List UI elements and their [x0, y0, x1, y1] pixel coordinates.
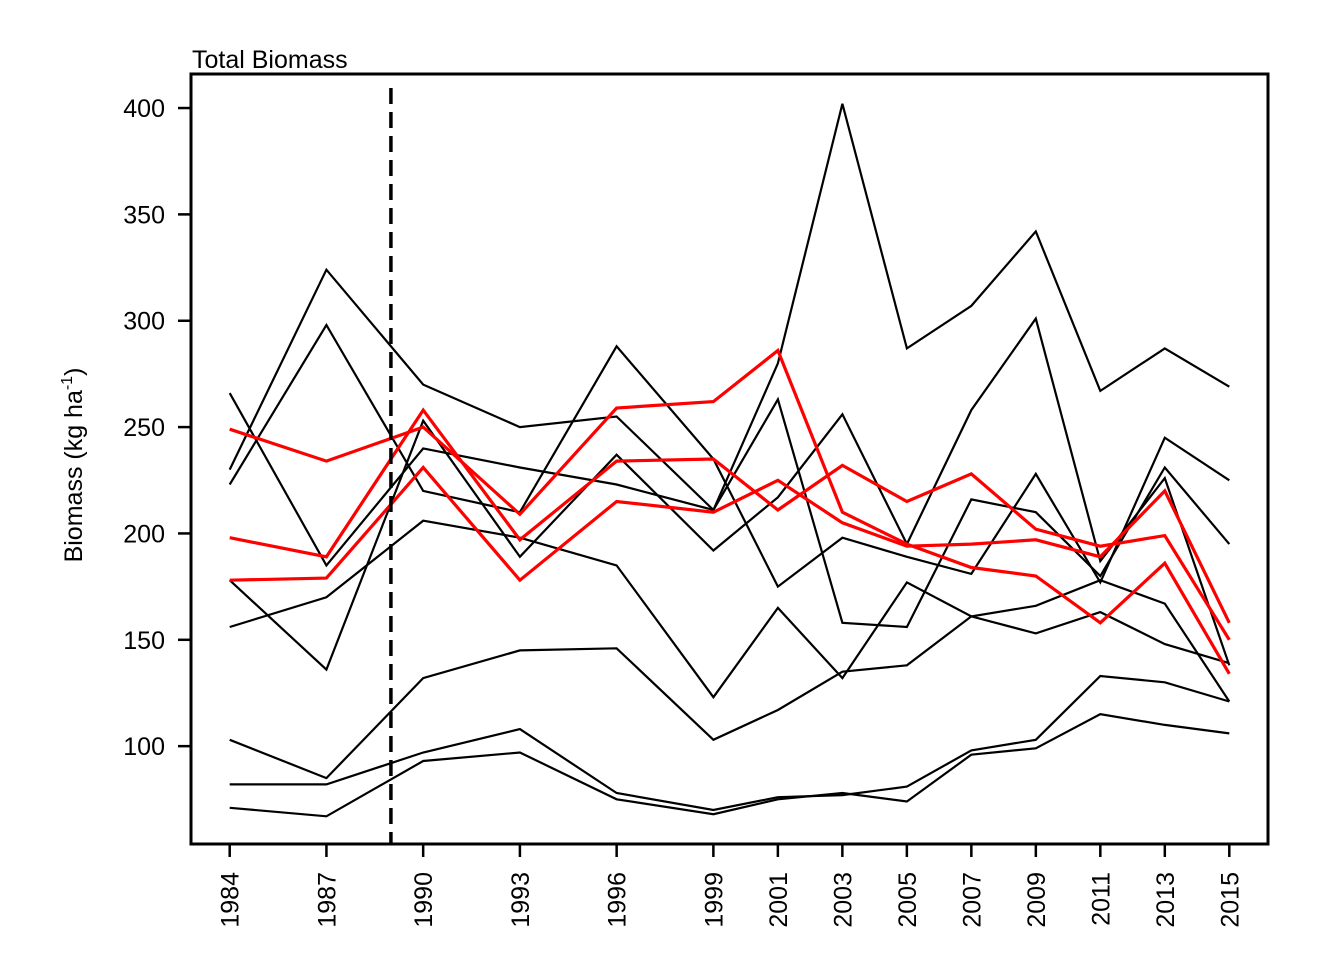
y-axis-title-main: Biomass (kg ha [60, 390, 88, 562]
x-tick-label: 2009 [1023, 872, 1051, 928]
x-tick-label: 2007 [958, 872, 986, 928]
black-series-line-8 [229, 713, 1230, 818]
black-series-line-7 [229, 674, 1230, 812]
x-tick-label: 1993 [507, 872, 535, 928]
x-tick-label: 2005 [894, 872, 922, 928]
x-tick-label: 2001 [765, 872, 793, 928]
black-series-line-4 [228, 316, 1231, 672]
y-tick-label: 150 [123, 627, 165, 655]
y-tick-label: 400 [123, 95, 165, 123]
black-series-line-6 [229, 579, 1231, 780]
chart-title: Total Biomass [192, 46, 348, 74]
x-tick-label: 2013 [1152, 872, 1180, 928]
y-tick-label: 350 [123, 201, 165, 229]
y-tick-label: 300 [123, 308, 165, 336]
x-tick-label: 2003 [829, 872, 857, 928]
black-series-line-2 [228, 322, 1230, 589]
x-tick-label: 1987 [313, 872, 341, 928]
red-series-line-10 [229, 407, 1231, 641]
x-tick-label: 1984 [217, 872, 245, 928]
black-series-line-3 [228, 392, 1231, 629]
x-tick-label: 2015 [1216, 872, 1244, 928]
x-tick-label: 1996 [604, 872, 632, 928]
black-series-line-1 [228, 103, 1230, 512]
red-series-line-11 [229, 465, 1231, 624]
y-axis-title: Biomass (kg ha-1) [59, 368, 88, 563]
series-lines [228, 103, 1231, 818]
y-axis-title-close: ) [60, 368, 88, 376]
x-axis: 1984 1987 1990 1993 1996 1999 2001 2003 2005 2007… [217, 842, 1244, 928]
y-tick-label: 250 [123, 414, 165, 442]
x-tick-label: 1990 [410, 872, 438, 928]
y-tick-label: 100 [123, 733, 165, 761]
y-axis: 100 150 200 250 300 350 400 [123, 95, 191, 761]
y-tick-label: 200 [123, 520, 165, 548]
red-series-line-9 [229, 347, 1231, 675]
x-tick-label: 2011 [1087, 872, 1115, 926]
x-tick-label: 1999 [700, 872, 728, 928]
plot-frame [189, 72, 1270, 846]
y-axis-title-superscript: -1 [59, 376, 76, 390]
